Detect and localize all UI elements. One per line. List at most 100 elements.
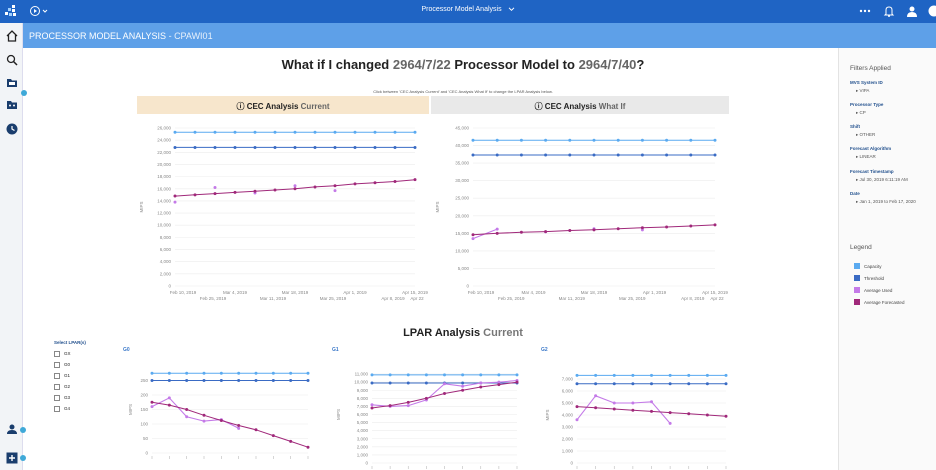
data-point	[612, 401, 616, 405]
help-icon[interactable]	[928, 5, 936, 17]
filter-group[interactable]: Processor Type ▸ CP	[850, 102, 883, 116]
cec-current-chart: 26,000 24,000 22,000 20,000 18,000 16,000 14,0…	[139, 126, 428, 302]
filter-group[interactable]: Forecast Algorithm ▸ LINEAR	[850, 146, 891, 160]
filters-title: Filters Applied	[850, 65, 891, 72]
data-point	[568, 153, 572, 157]
data-point	[293, 145, 297, 149]
lpar-checkbox[interactable]: G4	[54, 403, 86, 414]
y-tick-label: 6,000	[160, 247, 172, 252]
data-point	[713, 138, 717, 142]
y-tick-label: 26,000	[157, 126, 171, 131]
data-point	[306, 371, 310, 375]
filter-label: Date	[850, 191, 860, 196]
team-folder-icon[interactable]	[6, 99, 18, 111]
y-tick-label: 11,000	[355, 372, 369, 377]
filter-value: ▸ VIPA	[856, 88, 870, 93]
info-icon: ⓘ	[236, 102, 247, 111]
legend: Capacity Threshold Average Used Average …	[854, 260, 904, 308]
data-point	[306, 379, 310, 382]
lpar-checkbox[interactable]: G1	[54, 370, 86, 381]
home-icon[interactable]	[6, 30, 18, 42]
x-tick-label: Mar 11, 2019	[260, 296, 287, 301]
y-axis-label: MIPS	[336, 409, 341, 420]
data-point	[254, 428, 258, 432]
data-point	[289, 379, 293, 382]
data-point	[594, 373, 598, 377]
y-tick-label: 1,000	[562, 449, 574, 454]
recent-clock-icon[interactable]	[6, 123, 18, 135]
y-tick-label: 30,000	[455, 178, 469, 183]
more-options-icon[interactable]	[859, 5, 871, 17]
user-admin-icon[interactable]	[6, 423, 18, 435]
data-point	[495, 138, 499, 142]
y-tick-label: 2,000	[357, 444, 369, 449]
lpar-checkbox[interactable]: GX	[54, 348, 86, 359]
data-point	[640, 226, 644, 230]
play-menu-icon[interactable]	[30, 6, 50, 18]
lpar-select-panel: Select LPAR(s) GX G0 G1 G2 G3 G4	[54, 340, 86, 414]
data-point	[544, 153, 548, 157]
data-point	[273, 145, 277, 149]
search-icon[interactable]	[6, 54, 18, 66]
data-point	[519, 230, 523, 234]
page-header-subtitle: CPAWI01	[174, 31, 213, 41]
data-point	[495, 231, 499, 235]
y-axis-label: MIPS	[435, 201, 440, 212]
checkbox-box	[54, 405, 60, 412]
x-tick-label: Apr 15, 2019	[402, 290, 428, 295]
lpar-checkbox[interactable]: G2	[54, 381, 86, 392]
data-point	[233, 130, 237, 134]
filter-group[interactable]: Shift ▸ OTHER	[850, 124, 875, 138]
x-tick-label: Apr 22	[410, 296, 424, 301]
folder-icon[interactable]	[6, 77, 18, 89]
tab-cec-analysis-current[interactable]: ⓘ CEC Analysis Current	[137, 96, 429, 114]
notification-bell-icon[interactable]	[883, 5, 895, 17]
filter-group[interactable]: Forecast Timestamp ▸ Jul 30, 2019 6:11:19…	[850, 169, 908, 183]
x-tick-label: Feb 25, 2019	[200, 296, 227, 301]
x-tick-label: Feb 10, 2019	[468, 290, 495, 295]
filter-label: Forecast Timestamp	[850, 169, 894, 174]
data-point	[406, 404, 410, 408]
y-tick-label: 12,000	[157, 211, 171, 216]
data-point	[306, 445, 310, 449]
data-point	[461, 373, 465, 377]
data-point	[370, 373, 374, 377]
tab-cec-analysis-whatif[interactable]: ⓘ CEC Analysis What If	[431, 96, 729, 114]
data-point	[650, 409, 653, 413]
data-point	[631, 408, 635, 412]
lpar-checkbox[interactable]: G0	[54, 359, 86, 370]
data-point	[353, 182, 357, 186]
y-tick-label: 10,000	[354, 380, 368, 385]
filter-group[interactable]: Date ▸ Jan 1, 2019 to Feb 17, 2020	[850, 191, 916, 205]
data-point	[471, 237, 475, 241]
x-tick-label: Feb 10, 2019	[170, 290, 197, 295]
data-point	[668, 373, 672, 377]
series-line-average-forecasted	[371, 381, 518, 409]
data-point	[461, 381, 465, 385]
data-point	[515, 373, 519, 377]
top-bar: Processor Model Analysis	[0, 0, 936, 23]
info-icon: ⓘ	[534, 102, 545, 111]
data-point	[237, 371, 241, 375]
lpar-checkbox[interactable]: G3	[54, 392, 86, 403]
data-point	[406, 381, 410, 385]
data-point	[289, 439, 293, 443]
data-point	[424, 373, 428, 377]
user-profile-icon[interactable]	[906, 5, 918, 17]
data-point	[668, 411, 672, 415]
page-header-title: PROCESSOR MODEL ANALYSIS	[29, 31, 167, 41]
filter-value: ▸ Jan 1, 2019 to Feb 17, 2020	[856, 199, 916, 204]
series-line-average-forecasted	[151, 401, 309, 448]
data-point	[293, 130, 297, 134]
lpar-g0-chart: 250 200 150 100 50 0 MIPS	[128, 371, 310, 459]
dashboard-title[interactable]: Processor Model Analysis	[0, 6, 936, 13]
title-suffix: ?	[636, 57, 645, 72]
y-tick-label: 50	[143, 436, 149, 441]
new-item-plus-icon[interactable]	[6, 452, 18, 464]
data-point	[333, 130, 337, 134]
app-logo-icon[interactable]	[5, 5, 17, 17]
dashboard-title-text: Processor Model Analysis	[421, 6, 502, 13]
filter-group[interactable]: MVS System ID ▸ VIPA	[850, 80, 883, 94]
data-point	[705, 413, 709, 417]
page-header-separator: -	[168, 31, 175, 41]
